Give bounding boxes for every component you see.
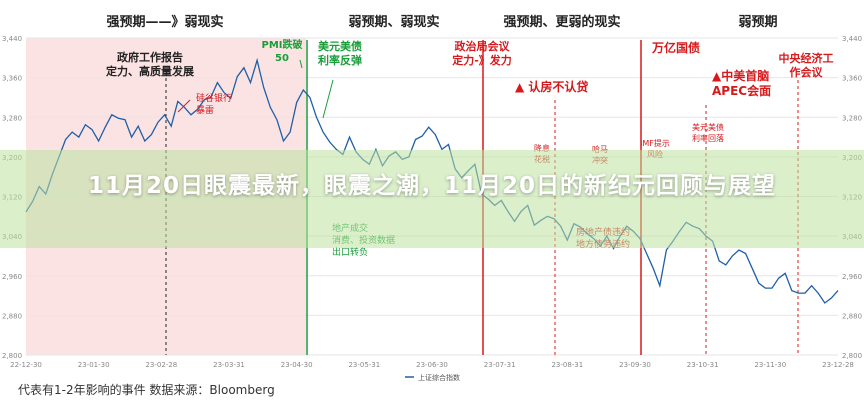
annotation-svb: 硅谷银行 — [196, 92, 232, 104]
y-tick-label-right: 2,800 — [842, 352, 862, 360]
x-tick-label: 23-02-28 — [145, 361, 177, 369]
x-tick-label: 23-01-30 — [78, 361, 110, 369]
footer-note: 代表有1-2年影响的事件 数据来源：Bloomberg — [18, 383, 275, 397]
y-tick-label-left: 2,880 — [2, 312, 22, 320]
annotation-trillion: 万亿国债 — [651, 40, 700, 55]
annotation-svb: 暴雷 — [196, 105, 214, 116]
annotation-usd-bond-fall: 利率回落 — [692, 133, 724, 143]
usd-bond-pointer — [322, 79, 334, 119]
annotation-rate-cut: 降息 — [534, 143, 550, 153]
x-tick-label: 23-04-30 — [281, 361, 313, 369]
annotation-politburo: 政治局会议 — [455, 39, 511, 53]
annotation-usd-bond: 美元美债 — [318, 39, 362, 53]
annotation-pmi: PMI跌破 — [261, 38, 302, 51]
annotation-usd-bond-fall: 美元美债 — [692, 122, 724, 132]
y-tick-label-left: 3,440 — [2, 35, 22, 43]
svb-pointer — [177, 99, 191, 113]
annotation-apec: ▲中美首脑 — [712, 68, 769, 83]
regime-header: 强预期、更弱的现实 — [503, 14, 620, 30]
annotation-hamas: 哈马 — [592, 144, 608, 154]
x-tick-label: 23-11-30 — [754, 361, 786, 369]
y-tick-label-right: 2,880 — [842, 312, 862, 320]
x-tick-label: 23-10-31 — [687, 361, 719, 369]
y-tick-label-left: 3,360 — [2, 75, 22, 83]
x-tick-label: 23-09-30 — [619, 361, 651, 369]
pmi-pointer — [299, 59, 303, 69]
x-tick-label: 23-03-31 — [213, 361, 245, 369]
annotation-apec: APEC会面 — [712, 83, 771, 98]
y-tick-label-left: 2,960 — [2, 273, 22, 281]
legend-label: 上证综合指数 — [418, 373, 460, 382]
x-tick-label: 23-12-28 — [822, 361, 854, 369]
x-tick-label: 23-07-31 — [484, 361, 516, 369]
regime-header: 弱预期 — [738, 14, 777, 30]
y-tick-label-right: 3,360 — [842, 75, 862, 83]
annotation-cewc: 作会议 — [790, 65, 824, 79]
page-title: 11月20日眼震最新，眼震之潮，11月20日的新纪元回顾与展望 — [87, 173, 777, 199]
annotation-cewc: 中央经济工 — [779, 51, 834, 65]
y-tick-label-right: 2,960 — [842, 273, 862, 281]
title-banner — [0, 150, 864, 248]
y-tick-label-left: 2,800 — [2, 352, 22, 360]
annotation-imf: IMF提示 — [640, 138, 670, 148]
x-tick-label: 22-12-30 — [10, 361, 42, 369]
annotation-politburo: 定力-》发力 — [452, 53, 512, 67]
y-tick-label-right: 3,440 — [842, 35, 862, 43]
annotation-property-bullets: 出口转负 — [332, 246, 368, 258]
y-tick-label-right: 3,280 — [842, 114, 862, 122]
annotation-usd-bond: 利率反弹 — [318, 53, 362, 67]
annotation-gov-report: 政府工作报告 — [117, 50, 183, 64]
regime-header: 强预期——》弱现实 — [106, 14, 223, 30]
regime-header: 弱预期、弱现实 — [348, 14, 439, 30]
annotation-pmi: 50 — [275, 53, 289, 64]
x-tick-label: 23-05-31 — [348, 361, 380, 369]
x-tick-label: 23-06-30 — [416, 361, 448, 369]
y-tick-label-left: 3,280 — [2, 114, 22, 122]
annotation-gov-report: 定力、高质量发展 — [106, 64, 195, 78]
annotation-housing: ▲ 认房不认贷 — [515, 79, 588, 94]
x-tick-label: 23-08-31 — [551, 361, 583, 369]
